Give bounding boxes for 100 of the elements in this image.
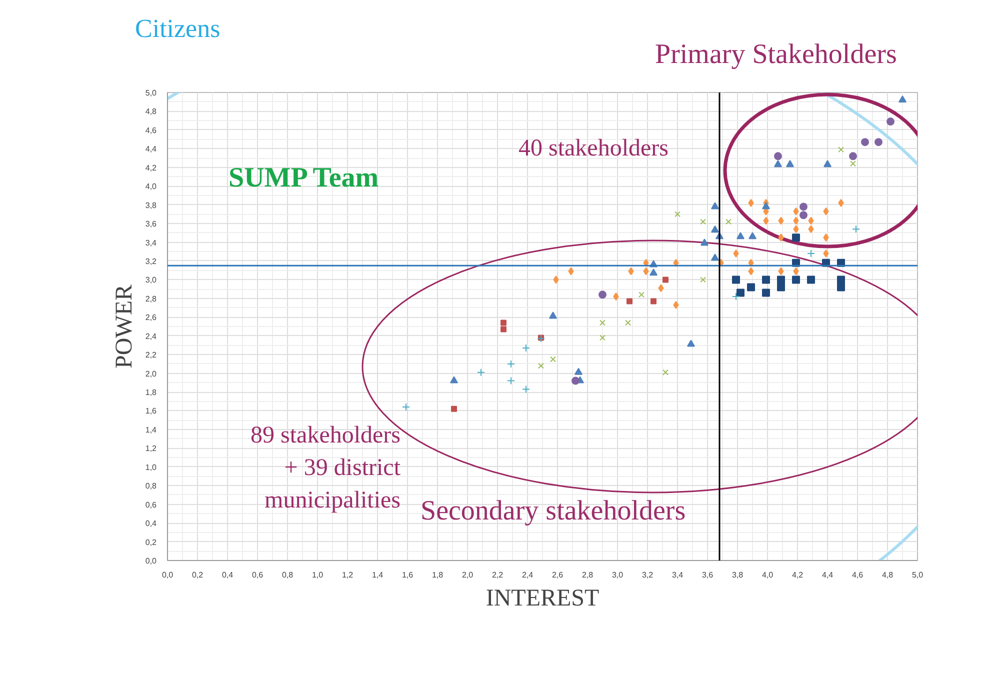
y-tick-label: 1,6 (145, 406, 158, 416)
point (837, 283, 845, 292)
text: Primary Stakeholders (655, 38, 897, 72)
point (808, 216, 814, 225)
point (600, 320, 606, 326)
point (450, 376, 458, 384)
y-tick-label: 0,2 (145, 538, 158, 547)
y-tick-label: 3,2 (145, 256, 158, 266)
point (793, 207, 799, 216)
point (700, 218, 706, 225)
y-tick-label: 4,8 (145, 107, 158, 116)
point (793, 267, 799, 276)
y-tick-label: 2,0 (145, 369, 158, 378)
point (823, 234, 829, 242)
annotation: 89 stakeholders + 39 district municipalities (250, 422, 401, 514)
x-tick-label: 2,0 (462, 570, 474, 580)
point (886, 118, 894, 126)
point (861, 138, 869, 146)
point (673, 300, 679, 309)
point (777, 283, 785, 292)
y-tick-label: 3,0 (145, 276, 158, 285)
point (507, 376, 515, 385)
point (451, 406, 457, 412)
x-tick-label: 1,2 (342, 570, 354, 580)
x-tick-label: 3,8 (732, 570, 744, 580)
y-tick-label: 0,8 (145, 482, 158, 491)
x-tick-label: 1,6 (402, 570, 414, 580)
x-tick-label: 0,8 (282, 570, 294, 580)
point (574, 368, 582, 375)
x-tick-label: 3,0 (612, 570, 624, 580)
y-tick-label: 4,6 (145, 126, 158, 135)
point (748, 267, 754, 276)
point (807, 276, 815, 284)
y-tick-label: 2,8 (145, 294, 158, 304)
annotation: 40 stakeholders (518, 136, 668, 162)
y-tick-label: 3,6 (145, 220, 158, 229)
annotation: Secondary stakeholders (420, 496, 686, 526)
point (778, 216, 784, 225)
point (549, 312, 557, 319)
x-tick-label: 4,6 (852, 570, 864, 580)
point (674, 211, 680, 218)
point (711, 254, 719, 261)
point (550, 356, 556, 362)
point (628, 267, 634, 276)
point (662, 276, 668, 283)
point (777, 276, 785, 284)
x-tick-label: 5,0 (912, 570, 924, 580)
point (662, 369, 668, 376)
point (838, 146, 844, 153)
point (793, 216, 799, 225)
point (600, 334, 606, 341)
point (711, 202, 719, 210)
point (736, 288, 744, 297)
point (778, 267, 784, 276)
point (838, 198, 844, 207)
x-tick-label: 2,6 (552, 570, 564, 580)
point (638, 292, 644, 298)
point (650, 298, 656, 304)
point (736, 232, 744, 240)
point (522, 344, 530, 352)
x-tick-label: 4,0 (762, 570, 774, 580)
x-axis-title: INTEREST (486, 586, 600, 612)
point (800, 202, 808, 211)
point (732, 292, 740, 301)
x-tick-label: 3,4 (672, 570, 684, 580)
x-tick-label: 2,2 (492, 570, 504, 580)
point (793, 225, 799, 234)
y-tick-label: 5,0 (145, 88, 158, 98)
point (762, 288, 770, 297)
x-tick-label: 4,4 (822, 570, 834, 580)
y-tick-label: 4,4 (145, 144, 158, 154)
point (402, 402, 410, 411)
point (687, 340, 695, 347)
point (837, 276, 845, 284)
y-tick-label: 1,2 (145, 444, 158, 454)
x-tick-label: 1,8 (432, 570, 444, 580)
annotation: SUMP Team (228, 162, 379, 194)
point (650, 268, 658, 276)
point (807, 249, 815, 258)
y-tick-label: 3,4 (145, 238, 158, 248)
x-tick-label: 0,6 (252, 570, 264, 580)
point (711, 226, 719, 233)
point (507, 360, 515, 368)
point (500, 320, 506, 326)
point (778, 234, 784, 242)
point (613, 292, 619, 301)
x-tick-label: 0,0 (162, 570, 174, 580)
point (553, 276, 559, 284)
x-tick-label: 3,2 (642, 570, 654, 580)
point (823, 207, 829, 216)
y-axis-title: POWER (111, 284, 138, 368)
y-tick-label: 1,4 (145, 425, 158, 434)
y-tick-label: 4,0 (145, 182, 158, 192)
point (800, 211, 808, 220)
y-tick-label: 0,0 (145, 556, 158, 566)
point (522, 385, 530, 394)
y-tick-label: 1,8 (145, 388, 158, 398)
point (850, 160, 856, 167)
y-tick-label: 3,8 (145, 200, 158, 210)
point (874, 138, 882, 146)
